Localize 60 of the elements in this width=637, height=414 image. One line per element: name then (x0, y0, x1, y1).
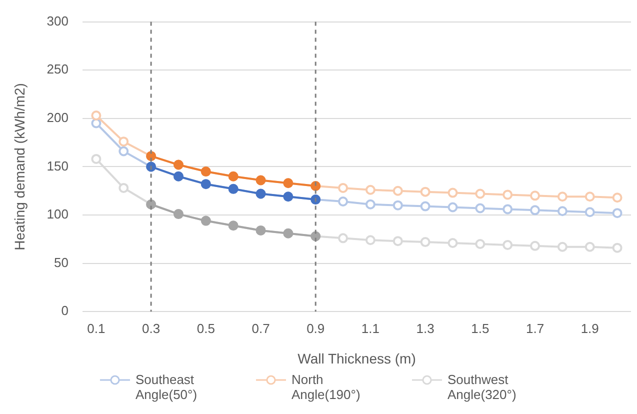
point (392, 200, 403, 210)
point (365, 199, 376, 210)
y-tick-label: 250 (46, 62, 68, 77)
point (557, 242, 568, 252)
point (612, 192, 622, 203)
point (338, 233, 348, 244)
point (530, 205, 540, 216)
point (530, 190, 540, 201)
point (584, 242, 595, 252)
x-tick-label: 0.9 (306, 320, 325, 336)
x-tick-label: 1.7 (526, 320, 544, 336)
point (365, 184, 376, 195)
point (420, 186, 430, 197)
point (502, 204, 513, 214)
y-tick-label: 150 (46, 158, 68, 174)
x-tick-label: 1.3 (416, 320, 434, 336)
x-axis-title: Wall Thickness (m) (298, 350, 416, 366)
point (557, 206, 568, 216)
point (475, 188, 486, 199)
point (420, 237, 430, 248)
point (338, 182, 348, 193)
point (502, 190, 513, 200)
y-tick-label: 100 (46, 206, 68, 222)
legend-label: Southwest Angle(320°) (448, 372, 518, 402)
y-axis-title: Heating demand (kWh/m2) (11, 83, 28, 250)
legend-label: Southeast Angle(50°) (136, 372, 198, 402)
point (448, 202, 458, 212)
x-tick-label: 0.5 (196, 320, 215, 336)
point (557, 192, 568, 202)
point (612, 242, 622, 253)
point (475, 203, 486, 214)
point (475, 238, 486, 249)
y-tick-label: 0 (61, 303, 68, 318)
point (118, 182, 129, 193)
legend-label: North Angle(190°) (292, 372, 362, 402)
point (612, 208, 622, 218)
y-tick-label: 300 (46, 13, 68, 28)
point (338, 196, 348, 206)
point (584, 207, 595, 218)
point (502, 240, 513, 250)
point (118, 136, 129, 147)
y-tick-label: 50 (54, 254, 68, 270)
point (392, 236, 403, 246)
x-tick-label: 1.5 (471, 320, 490, 336)
x-tick-label: 0.1 (87, 320, 106, 336)
point (448, 238, 458, 248)
point (365, 235, 376, 246)
point (420, 201, 430, 212)
point (530, 240, 540, 251)
x-tick-label: 0.7 (252, 320, 270, 336)
point (91, 154, 102, 164)
x-tick-label: 1.1 (361, 320, 380, 336)
point (584, 192, 595, 202)
point (448, 188, 458, 198)
x-tick-label: 0.3 (142, 320, 160, 336)
x-tick-label: 1.9 (580, 320, 599, 336)
point (91, 110, 102, 120)
point (118, 146, 129, 156)
point (392, 186, 403, 196)
y-tick-label: 200 (46, 110, 68, 125)
